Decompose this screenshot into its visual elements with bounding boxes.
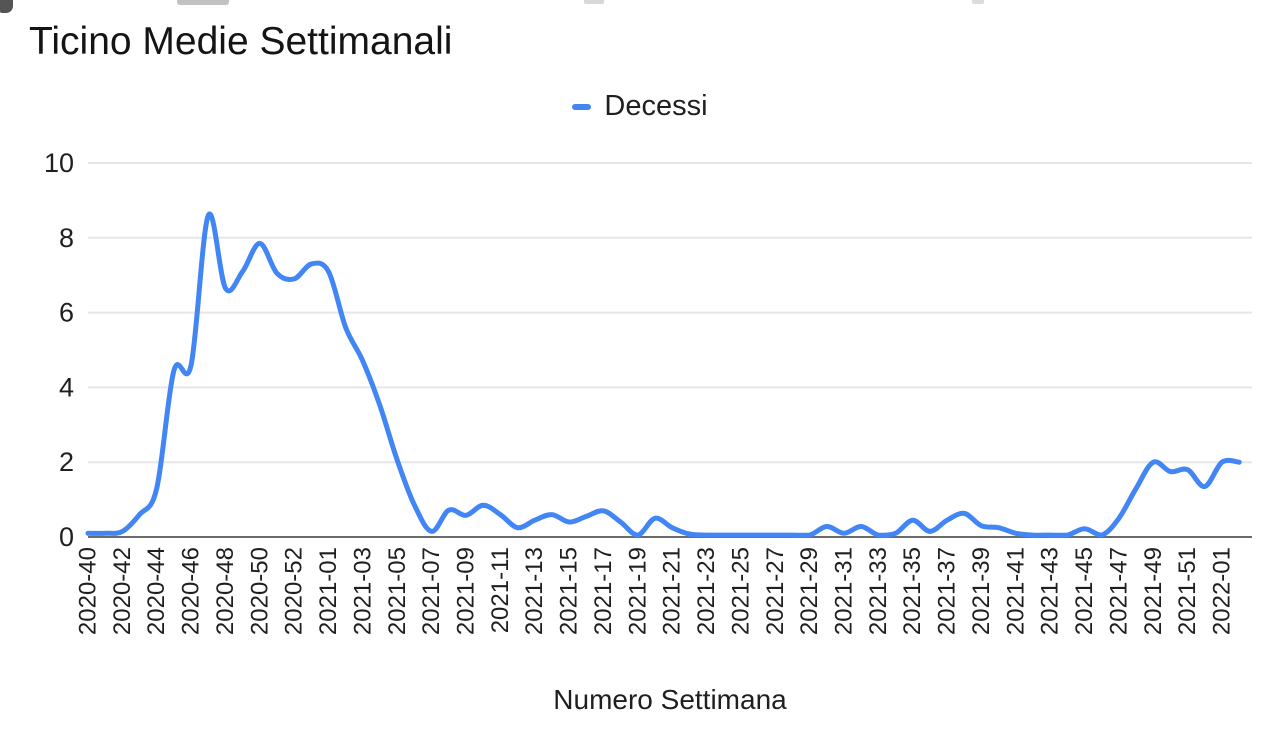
x-tick-label: 2021-27 [762,547,789,635]
x-tick-label: 2020-48 [212,547,239,635]
y-tick-label: 6 [59,298,74,328]
y-tick-label: 4 [59,372,74,402]
screen-edge-artifact [177,0,229,5]
x-tick-label: 2020-44 [143,547,170,635]
x-tick-label: 2021-15 [556,547,583,635]
x-tick-label: 2021-41 [1002,547,1029,635]
x-tick-label: 2022-01 [1209,547,1236,635]
y-tick-label: 8 [59,223,74,253]
x-tick-label: 2021-11 [487,547,514,633]
x-tick-label: 2020-50 [246,547,273,635]
x-tick-label: 2021-31 [831,547,858,635]
x-tick-label: 2021-33 [865,547,892,635]
x-tick-label: 2021-13 [521,547,548,635]
x-tick-label: 2021-23 [693,547,720,635]
y-tick-label: 2 [59,447,74,477]
x-tick-label: 2021-43 [1037,547,1064,635]
x-tick-label: 2020-46 [178,547,205,635]
x-tick-label: 2021-47 [1105,547,1132,635]
screen-edge-artifact [972,0,984,4]
legend-label: Decessi [604,90,708,122]
x-tick-label: 2021-29 [796,547,823,635]
x-tick-label: 2021-07 [418,547,445,635]
screen-edge-artifact [584,0,604,4]
series-line-decessi [85,211,1242,538]
x-tick-label: 2021-03 [349,547,376,635]
x-axis-title: Numero Settimana [553,684,787,715]
x-tick-label: 2021-45 [1071,547,1098,635]
x-tick-label: 2020-52 [281,547,308,635]
y-tick-label: 10 [44,148,74,178]
x-tick-label: 2021-51 [1174,547,1201,635]
legend-swatch-icon [572,103,592,110]
x-tick-label: 2021-21 [659,547,686,635]
x-tick-label: 2021-01 [315,547,342,635]
chart-title: Ticino Medie Settimanali [29,20,453,63]
plot-area: 0 2 4 6 8 10 2020-40 2020-42 2020-44 2020-46 2020-… [44,148,1252,635]
x-tick-label: 2021-35 [899,547,926,635]
x-tick-label: 2020-40 [75,547,102,635]
x-tick-label: 2021-17 [590,547,617,635]
x-tick-label: 2021-19 [624,547,651,635]
x-tick-label: 2021-09 [453,547,480,635]
y-tick-label: 0 [59,522,74,552]
x-tick-label: 2021-25 [727,547,754,635]
x-tick-label: 2021-37 [934,547,961,635]
x-tick-label: 2020-42 [109,547,136,635]
x-tick-label: 2021-49 [1140,547,1167,635]
legend: Decessi [0,90,1280,123]
x-tick-label: 2021-39 [968,547,995,635]
screen-edge-artifact [0,0,13,13]
x-tick-label: 2021-05 [384,547,411,635]
